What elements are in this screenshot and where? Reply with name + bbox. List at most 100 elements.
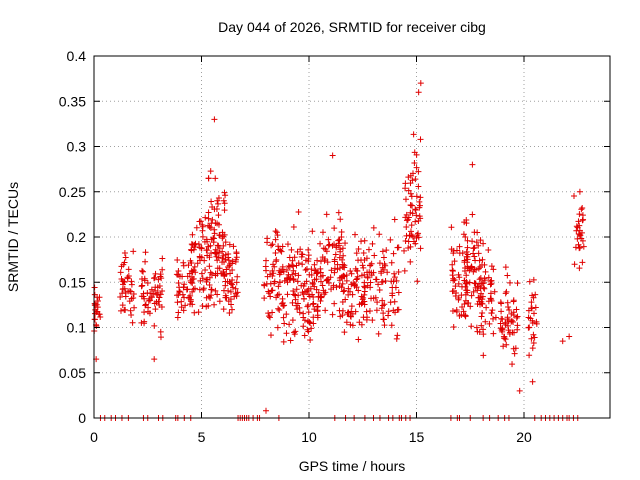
data-point bbox=[198, 270, 205, 277]
data-point bbox=[318, 293, 325, 300]
data-point bbox=[275, 305, 282, 312]
data-point bbox=[514, 280, 521, 287]
data-point bbox=[139, 282, 146, 289]
data-point bbox=[529, 345, 536, 352]
data-point bbox=[152, 270, 159, 277]
data-point bbox=[208, 292, 215, 299]
data-point bbox=[449, 288, 456, 295]
data-point bbox=[374, 299, 381, 306]
data-point bbox=[379, 302, 386, 309]
data-point bbox=[337, 248, 344, 255]
data-point bbox=[180, 284, 187, 291]
data-point bbox=[270, 261, 277, 268]
data-point bbox=[188, 246, 195, 253]
data-point bbox=[220, 197, 227, 204]
data-point bbox=[488, 309, 495, 316]
data-point bbox=[456, 243, 463, 250]
data-point bbox=[176, 289, 183, 296]
data-point bbox=[121, 250, 128, 257]
data-point bbox=[463, 253, 470, 260]
data-point bbox=[211, 226, 218, 233]
data-point bbox=[512, 345, 519, 352]
data-point bbox=[307, 320, 314, 327]
data-point bbox=[579, 204, 586, 211]
data-point bbox=[574, 224, 581, 231]
data-point bbox=[338, 274, 345, 281]
data-point bbox=[528, 299, 535, 306]
data-point bbox=[388, 259, 395, 266]
data-point bbox=[289, 257, 296, 264]
data-point bbox=[395, 268, 402, 275]
data-point bbox=[506, 330, 513, 337]
data-point bbox=[283, 330, 290, 337]
data-point bbox=[405, 238, 412, 245]
data-point bbox=[381, 322, 388, 329]
data-point bbox=[378, 305, 385, 312]
data-point bbox=[155, 276, 162, 283]
data-point bbox=[225, 254, 232, 261]
data-point bbox=[367, 279, 374, 286]
data-point bbox=[409, 177, 416, 184]
data-point bbox=[308, 325, 315, 332]
data-point bbox=[189, 301, 196, 308]
data-point bbox=[174, 299, 181, 306]
data-point bbox=[455, 295, 462, 302]
data-point bbox=[405, 187, 412, 194]
data-point bbox=[305, 246, 312, 253]
y-tick-label: 0.4 bbox=[67, 48, 87, 64]
data-point bbox=[376, 260, 383, 267]
data-point bbox=[203, 247, 210, 254]
data-point bbox=[417, 136, 424, 143]
y-tick-label: 0.35 bbox=[59, 93, 86, 109]
data-point bbox=[576, 188, 583, 195]
data-point bbox=[290, 287, 297, 294]
data-point bbox=[533, 320, 540, 327]
data-point bbox=[153, 291, 160, 298]
data-point bbox=[391, 274, 398, 281]
data-point bbox=[305, 252, 312, 259]
data-point bbox=[376, 286, 383, 293]
data-point bbox=[513, 314, 520, 321]
data-point bbox=[229, 266, 236, 273]
data-point bbox=[408, 222, 415, 229]
data-point bbox=[527, 315, 534, 322]
data-point bbox=[580, 243, 587, 250]
data-point bbox=[462, 233, 469, 240]
data-point bbox=[159, 266, 166, 273]
data-point bbox=[403, 211, 410, 218]
x-tick-label: 5 bbox=[198, 429, 206, 445]
plot-frame bbox=[93, 55, 611, 419]
y-tick-label: 0 bbox=[78, 410, 86, 426]
data-point bbox=[339, 245, 346, 252]
data-point bbox=[449, 261, 456, 268]
data-point bbox=[341, 287, 348, 294]
data-point bbox=[227, 296, 234, 303]
data-point bbox=[368, 272, 375, 279]
data-point bbox=[303, 265, 310, 272]
data-point bbox=[207, 269, 214, 276]
data-point bbox=[482, 318, 489, 325]
data-point bbox=[450, 250, 457, 257]
data-point bbox=[269, 241, 276, 248]
data-point bbox=[407, 202, 414, 209]
data-point bbox=[469, 161, 476, 168]
data-point bbox=[407, 228, 414, 235]
data-point bbox=[450, 267, 457, 274]
data-point bbox=[215, 200, 222, 207]
data-point bbox=[363, 255, 370, 262]
data-point bbox=[319, 272, 326, 279]
data-point bbox=[310, 300, 317, 307]
data-point bbox=[412, 206, 419, 213]
data-point bbox=[342, 240, 349, 247]
data-point bbox=[159, 287, 166, 294]
data-point bbox=[212, 250, 219, 257]
data-point bbox=[206, 274, 213, 281]
data-point bbox=[360, 264, 367, 271]
data-point bbox=[304, 326, 311, 333]
data-point bbox=[322, 289, 329, 296]
data-point bbox=[576, 211, 583, 218]
data-point bbox=[510, 319, 517, 326]
data-point bbox=[232, 290, 239, 297]
data-point bbox=[415, 183, 422, 190]
data-point bbox=[506, 307, 513, 314]
